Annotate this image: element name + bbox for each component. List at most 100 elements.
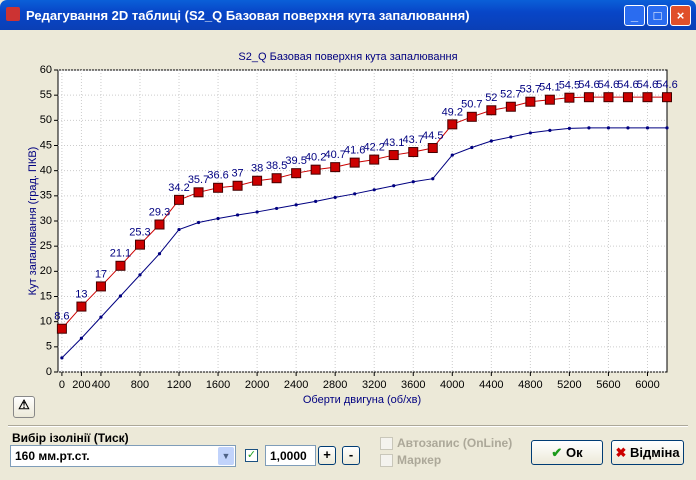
autosave-label: Автозапис (OnLine) [397,436,513,450]
point-marker [372,188,376,192]
dropdown-arrow[interactable]: ▼ [218,447,234,465]
point-marker [294,203,298,207]
x-tick-label: 5600 [596,379,620,391]
step-input[interactable]: 1,0000 [265,445,316,466]
point-marker [235,213,240,217]
data-label: 54.6 [637,79,658,91]
data-label: 50.7 [461,99,482,111]
data-label: 54.1 [539,82,560,94]
x-tick-label: 4000 [440,379,464,391]
cancel-button[interactable]: ✖ Відміна [611,440,684,465]
y-tick-label: 40 [40,165,52,177]
point-marker [489,139,493,143]
chart-title: S2_Q Базовая поверхня кута запалювання [238,51,457,63]
data-label: 25.3 [129,227,150,239]
ok-button[interactable]: ✔ Ок [531,440,603,465]
y-tick-label: 15 [40,290,52,302]
data-label: 36.6 [207,170,228,182]
point-marker [154,219,165,230]
x-tick-label: 4400 [479,379,503,391]
point-marker [79,336,84,340]
data-label: 29.3 [149,206,170,218]
data-label: 8.6 [54,311,69,323]
point-marker [466,111,477,122]
point-marker [583,92,594,103]
y-tick-label: 60 [40,64,52,76]
data-label: 43.7 [403,134,424,146]
point-marker [369,154,380,165]
data-label: 37 [231,168,243,180]
point-marker [411,180,415,184]
autosave-checkbox[interactable] [380,437,393,450]
point-marker [99,315,103,319]
point-marker [606,126,611,130]
data-label: 53.7 [520,84,541,96]
y-tick-label: 45 [40,139,52,151]
point-marker [275,206,279,211]
title-bar: Редагування 2D таблиці (S2_Q Базовая пов… [0,0,696,30]
y-tick-label: 20 [40,265,52,277]
isoline-select[interactable]: 160 мм.рт.ст. ▼ [10,445,236,467]
point-marker [603,92,614,103]
x-tick-label: 3200 [362,379,386,391]
point-marker [196,220,201,225]
point-marker [408,147,419,158]
x-tick-label: 800 [131,379,149,391]
point-marker [642,92,653,103]
point-marker [567,126,572,130]
x-tick-label: 3600 [401,379,425,391]
point-marker [232,180,243,191]
point-marker [177,227,181,232]
point-marker [665,126,669,130]
minimize-button[interactable]: _ [624,5,645,26]
plus-button[interactable]: + [318,446,336,465]
step-checkbox[interactable]: ✓ [245,449,258,462]
plot-area [57,69,668,373]
point-marker [587,126,591,130]
separator [8,425,688,427]
point-marker [645,126,650,130]
point-marker [450,153,454,157]
point-marker [138,273,142,277]
point-marker [56,323,67,334]
y-tick-label: 50 [40,114,52,126]
point-marker [509,135,513,139]
x-tick-label: 6000 [635,379,659,391]
data-label: 54.5 [559,80,580,92]
point-marker [174,194,185,205]
data-label: 52.7 [500,89,521,101]
ok-label: Ок [565,445,583,460]
point-marker [349,157,360,168]
point-marker [388,150,399,161]
minus-button[interactable]: - [342,446,360,465]
point-marker [115,260,126,271]
point-marker [314,199,318,203]
x-tick-label: 4800 [518,379,542,391]
point-marker [330,162,341,173]
point-marker [525,96,536,107]
data-label: 34.2 [168,182,189,194]
maximize-button[interactable]: □ [647,5,668,26]
point-marker [193,187,204,198]
x-tick-label: 5200 [557,379,581,391]
y-tick-label: 25 [40,240,52,252]
point-marker [427,143,438,154]
marker-checkbox[interactable] [380,454,393,467]
point-marker [291,168,302,179]
x-axis-label: Оберти двигуна (об/хв) [303,394,421,406]
data-label: 41.6 [344,145,365,157]
x-tick-label: 0 [59,379,65,391]
data-label: 17 [95,268,107,280]
point-marker [95,281,106,292]
close-button[interactable]: × [670,5,691,26]
point-marker [118,294,123,298]
data-label: 38.5 [266,160,287,172]
point-marker [134,239,145,250]
data-label: 43.1 [383,137,404,149]
data-label: 40.7 [324,149,345,161]
cancel-label: Відміна [629,445,680,460]
point-marker [662,92,672,103]
point-marker [255,210,259,214]
icon-button[interactable]: ⚠ [13,396,35,418]
